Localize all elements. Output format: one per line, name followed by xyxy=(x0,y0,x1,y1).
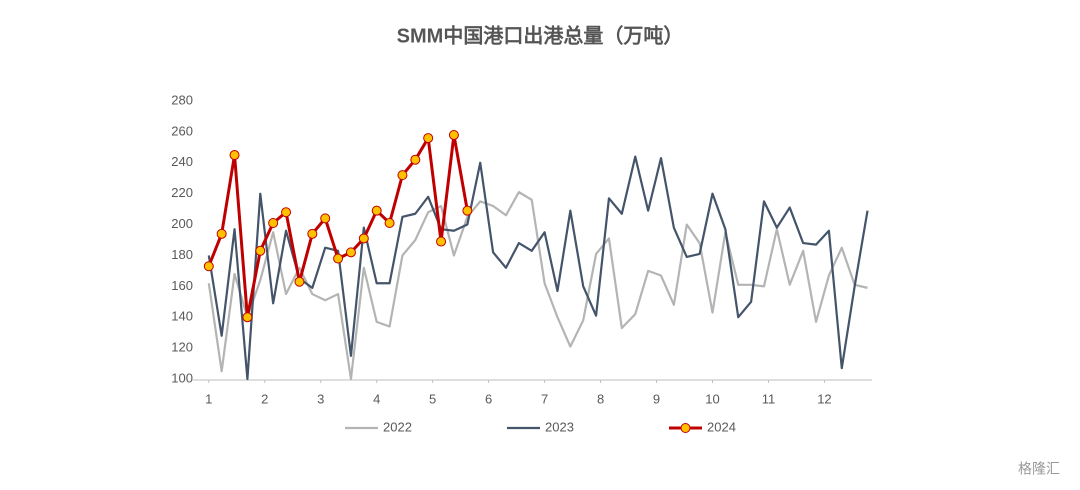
series-line xyxy=(207,133,469,319)
point xyxy=(384,218,395,229)
point xyxy=(216,228,227,239)
point xyxy=(203,261,214,272)
point xyxy=(358,233,369,244)
y-tick-label: 140 xyxy=(171,309,193,324)
x-tick-label: 10 xyxy=(705,391,719,406)
point xyxy=(255,245,266,256)
point xyxy=(294,276,305,287)
point xyxy=(320,213,331,224)
x-tick-label: 2 xyxy=(261,391,268,406)
y-tick-label: 260 xyxy=(171,123,193,138)
x-tick-label: 8 xyxy=(597,391,604,406)
point xyxy=(268,218,279,229)
point xyxy=(410,154,421,165)
y-tick-label: 220 xyxy=(171,185,193,200)
watermark: 格隆汇 xyxy=(1018,461,1060,477)
x-tick-label: 4 xyxy=(373,391,380,406)
y-tick-label: 120 xyxy=(171,340,193,355)
series-line xyxy=(207,155,869,381)
point xyxy=(423,133,434,144)
x-tick-label: 6 xyxy=(485,391,492,406)
point xyxy=(448,129,459,140)
x-tick-label: 12 xyxy=(817,391,831,406)
legend-marker xyxy=(680,423,691,433)
y-tick-label: 200 xyxy=(171,216,193,231)
point xyxy=(229,150,240,161)
legend-label: 2024 xyxy=(707,419,736,434)
point xyxy=(345,247,356,258)
legend-label: 2023 xyxy=(545,419,574,434)
x-tick-label: 9 xyxy=(653,391,660,406)
point xyxy=(462,205,473,216)
point xyxy=(281,207,292,218)
y-tick-label: 100 xyxy=(171,370,193,385)
y-tick-label: 280 xyxy=(171,92,193,107)
point xyxy=(436,236,447,247)
y-tick-label: 180 xyxy=(171,247,193,262)
x-tick-label: 7 xyxy=(541,391,548,406)
y-tick-label: 160 xyxy=(171,278,193,293)
y-tick-label: 240 xyxy=(171,154,193,169)
chart-title: SMM中国港口出港总量（万吨） xyxy=(397,23,684,47)
x-tick-label: 1 xyxy=(205,391,212,406)
point xyxy=(333,253,344,264)
point xyxy=(397,170,408,181)
point xyxy=(307,228,318,239)
legend-label: 2022 xyxy=(383,419,412,434)
x-tick-label: 3 xyxy=(317,391,324,406)
x-tick-label: 5 xyxy=(429,391,436,406)
point xyxy=(371,205,382,216)
x-tick-label: 11 xyxy=(762,391,776,406)
point xyxy=(242,312,253,323)
